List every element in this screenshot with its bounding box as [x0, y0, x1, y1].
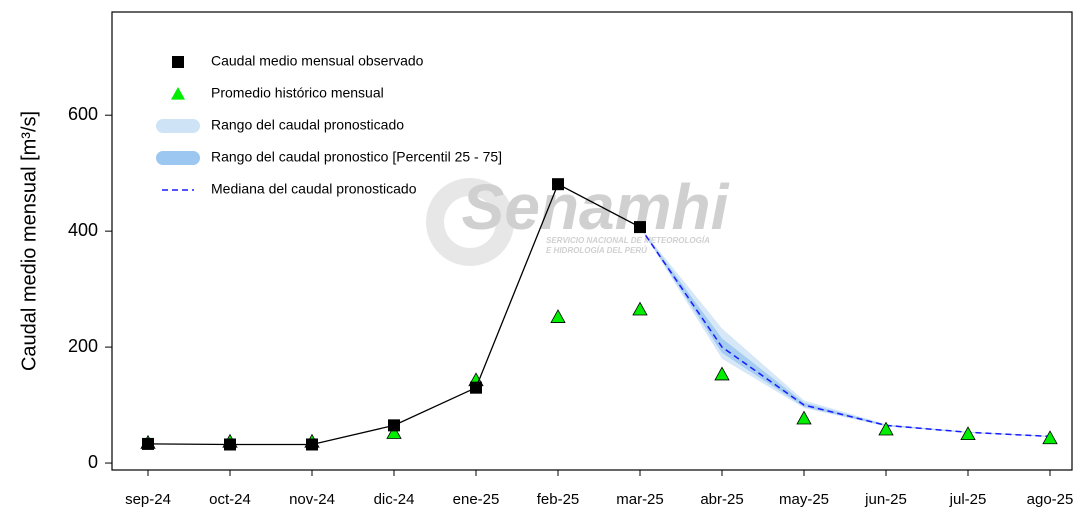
watermark: Senamhi: [462, 171, 730, 243]
legend-swatch: [171, 87, 185, 100]
observed-point: [224, 438, 236, 451]
legend-swatch: [156, 151, 200, 165]
historical-point: [878, 421, 894, 436]
observed-point: [306, 438, 318, 451]
y-tick-label: 600: [68, 104, 98, 124]
x-tick-label: ene-25: [453, 491, 500, 508]
legend-label: Rango del caudal pronostico [Percentil 2…: [211, 149, 502, 165]
legend-swatch: [156, 119, 200, 133]
y-tick-label: 0: [88, 452, 98, 472]
watermark-logo: [426, 178, 514, 266]
x-tick-label: sep-24: [125, 491, 171, 508]
historical-point: [960, 426, 976, 441]
historical-point: [1042, 430, 1058, 445]
y-axis-label: Caudal medio mensual [m³/s]: [18, 111, 40, 371]
historical-point: [632, 301, 648, 316]
observed-point: [388, 419, 400, 432]
x-tick-label: jun-25: [864, 491, 907, 508]
observed-point: [470, 381, 482, 394]
historical-point: [714, 366, 730, 381]
legend-label: Promedio histórico mensual: [211, 85, 384, 101]
historical-point: [550, 309, 566, 323]
x-tick-label: oct-24: [209, 491, 251, 508]
x-tick-label: nov-24: [289, 491, 335, 508]
x-tick-label: may-25: [779, 491, 829, 508]
x-tick-label: jul-25: [949, 491, 987, 508]
observed-point: [552, 178, 564, 191]
legend-swatch: [172, 56, 184, 68]
legend-label: Caudal medio mensual observado: [211, 53, 424, 69]
plot-frame: [111, 11, 1073, 471]
x-tick-label: mar-25: [616, 491, 664, 508]
x-tick-label: ago-25: [1027, 491, 1074, 508]
legend-label: Rango del caudal pronosticado: [211, 117, 404, 133]
y-tick-label: 400: [68, 220, 98, 240]
legend-label: Mediana del caudal pronosticado: [211, 181, 417, 197]
watermark-subtitle: SERVICIO NACIONAL DE METEOROLOGÍA: [546, 236, 710, 245]
median-line: [639, 226, 1051, 438]
watermark-subtitle: E HIDROLOGÍA DEL PERÚ: [546, 246, 647, 255]
x-tick-label: abr-25: [700, 491, 743, 508]
forecast-band: [640, 227, 1050, 437]
historical-point: [386, 425, 402, 439]
observed-point: [142, 437, 154, 450]
historical-point: [796, 410, 812, 425]
observed-point: [634, 221, 646, 234]
forecast-band: [640, 227, 1050, 437]
y-tick-label: 200: [68, 336, 98, 356]
x-tick-label: dic-24: [374, 491, 415, 508]
x-tick-label: feb-25: [537, 491, 580, 508]
